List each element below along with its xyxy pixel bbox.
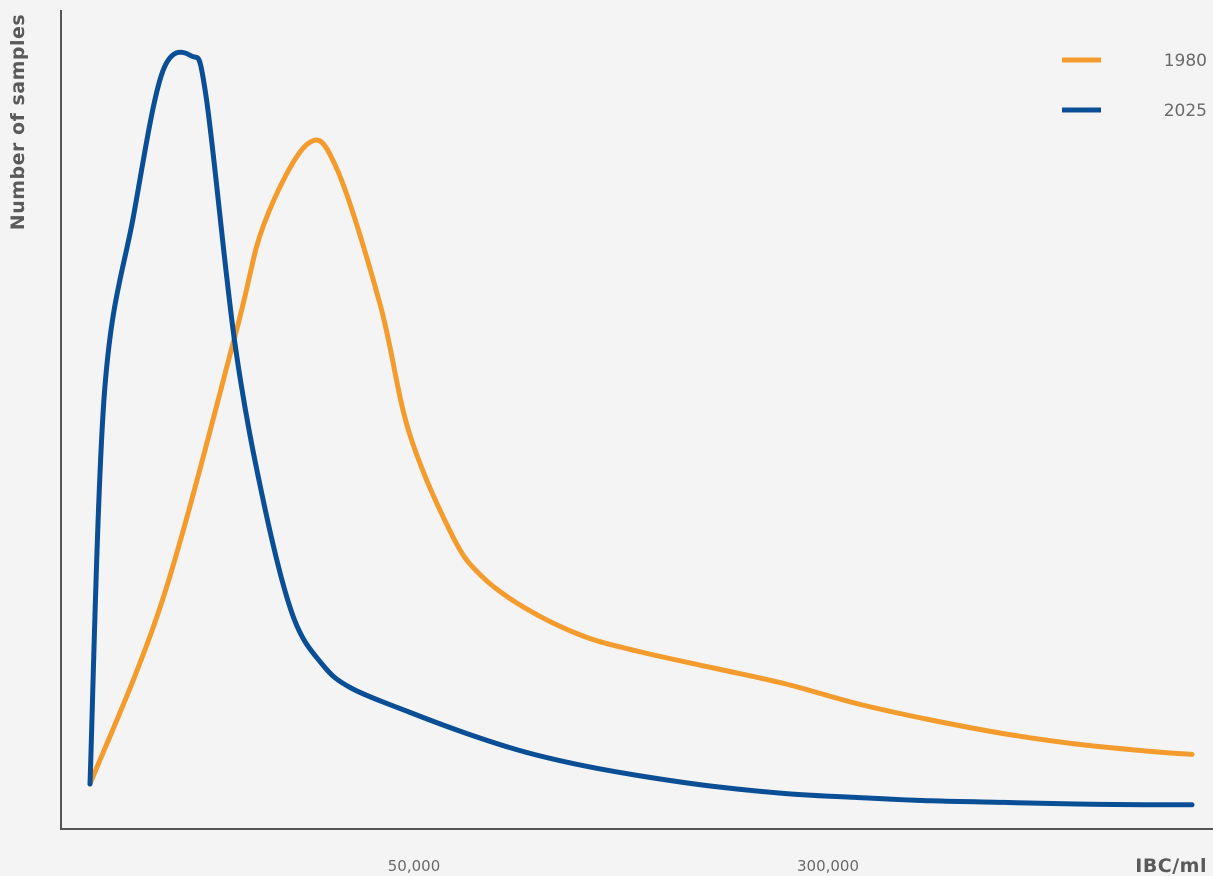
- x-tick-label: 300,000: [797, 857, 859, 875]
- series-lines: [87, 49, 1195, 808]
- y-axis-title: Number of samples: [7, 14, 29, 230]
- axes: [60, 10, 1213, 830]
- x-tick-labels: 50,000 300,000: [388, 857, 859, 875]
- legend-label-2025: 2025: [1164, 101, 1207, 121]
- x-axis-title: IBC/ml: [1135, 855, 1207, 876]
- legend-label-1980: 1980: [1164, 51, 1207, 71]
- x-tick-label: 50,000: [388, 857, 441, 875]
- legend: 1980 2025: [1062, 51, 1207, 121]
- series-line-1980: [87, 137, 1195, 787]
- series-line-2025: [87, 49, 1195, 808]
